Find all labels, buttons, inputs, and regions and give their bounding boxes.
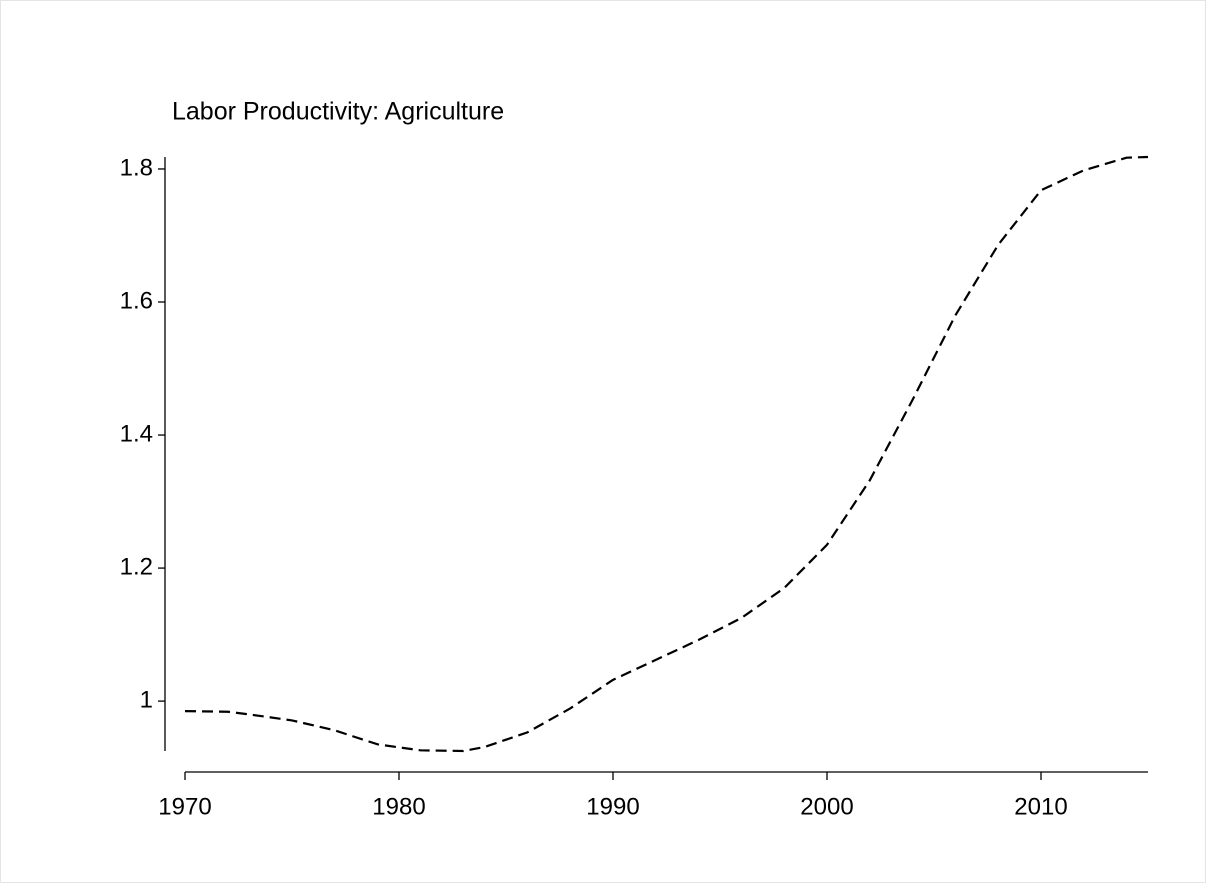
x-tick-label: 1990 (586, 793, 639, 820)
chart-title: Labor Productivity: Agriculture (172, 98, 504, 126)
x-tick-label: 1970 (158, 793, 211, 820)
y-tick-label: 1.4 (120, 420, 153, 447)
y-tick-label: 1.2 (120, 553, 153, 580)
y-tick-label: 1 (140, 686, 153, 713)
x-tick-label: 2010 (1014, 793, 1067, 820)
y-tick-label: 1.8 (120, 154, 153, 181)
x-tick-label: 2000 (800, 793, 853, 820)
y-tick-label: 1.6 (120, 287, 153, 314)
x-tick-label: 1980 (372, 793, 425, 820)
data-line (184, 155, 1149, 753)
